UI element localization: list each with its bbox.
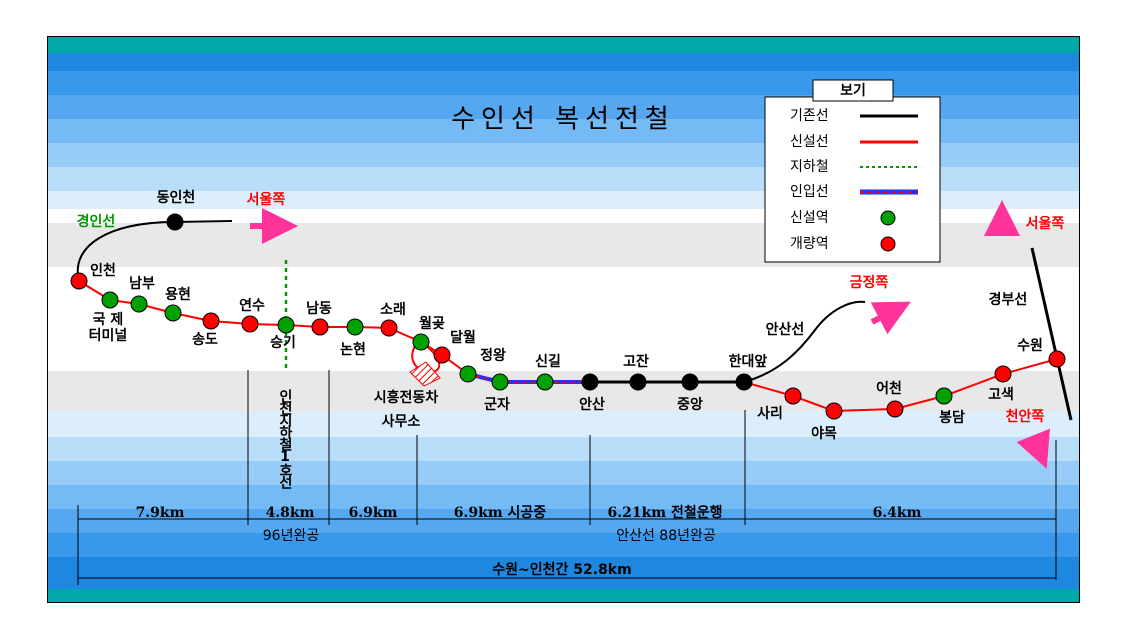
station	[581, 373, 599, 391]
legend-label: 개량역	[790, 236, 829, 252]
arrow	[870, 301, 911, 335]
station-label: 송도	[192, 332, 218, 348]
section-note: 96년완공	[263, 528, 320, 544]
gyeongbu-line	[1030, 247, 1073, 421]
station	[241, 315, 259, 333]
legend-label: 지하철	[790, 159, 829, 175]
station	[164, 304, 182, 322]
arrow	[1016, 428, 1051, 469]
legend-label: 기존선	[790, 108, 829, 124]
station-label: 어천	[876, 380, 902, 397]
station	[1048, 350, 1066, 368]
line-label: 서울쪽	[1026, 215, 1065, 232]
section-length: 6.4km	[873, 505, 922, 521]
legend-label: 인입선	[790, 184, 829, 200]
title: 수인선 복선전철	[451, 105, 675, 135]
station-label: 안산	[579, 396, 605, 413]
section-length: 7.9km	[136, 505, 185, 521]
station-label: 동인천	[157, 189, 196, 206]
depot	[409, 361, 441, 387]
station-label: 군자	[484, 397, 510, 413]
track	[78, 280, 469, 375]
station	[202, 312, 220, 330]
station-label: 고잔	[623, 353, 649, 370]
station-label: 터미널	[89, 328, 128, 344]
subway-label: 인천지하철1호선	[277, 388, 293, 490]
line-label: 경인선	[77, 213, 116, 230]
station-label: 야목	[811, 425, 837, 442]
station	[433, 346, 451, 364]
station	[130, 295, 148, 313]
station-label: 정왕	[480, 347, 506, 364]
legend-station	[880, 210, 896, 226]
rulers	[77, 370, 1057, 585]
station	[459, 365, 477, 383]
legend-label: 신설역	[790, 210, 829, 226]
legend-label: 신설선	[790, 134, 829, 150]
station-label: 고색	[988, 387, 1014, 403]
station	[935, 387, 953, 405]
station	[784, 387, 802, 405]
station-label: 월곶	[419, 315, 445, 332]
station	[629, 373, 647, 391]
station-label: 논현	[340, 342, 366, 358]
station-label: 사리	[757, 406, 783, 422]
track	[467, 373, 590, 383]
station	[886, 400, 904, 418]
station-label: 남부	[129, 275, 155, 292]
legend-station	[880, 236, 896, 252]
station	[166, 213, 184, 231]
depot-label: 시흥전동차	[374, 389, 439, 406]
station-label: 한대앞	[729, 354, 768, 370]
legend-title-box	[812, 79, 894, 102]
legend-box	[764, 96, 941, 263]
line-label: 경부선	[989, 291, 1028, 308]
station	[536, 373, 554, 391]
gyeongin-line	[76, 220, 233, 282]
station	[681, 373, 699, 391]
depot-label: 사무소	[382, 414, 421, 430]
station-label: 신길	[535, 354, 561, 370]
section-length: 6.9km	[349, 505, 398, 521]
section-note: 안산선 88년완공	[616, 528, 716, 544]
station-label: 용현	[165, 287, 191, 303]
station-label: 인천	[90, 262, 116, 279]
station	[101, 291, 119, 309]
station-label: 연수	[239, 298, 265, 314]
station-label: 승기	[270, 335, 296, 351]
ansan-line	[743, 300, 866, 383]
station	[825, 402, 843, 420]
station-label: 중앙	[677, 396, 703, 413]
station	[380, 319, 398, 337]
station-label: 국 제	[93, 312, 124, 328]
section-length: 6.9km 시공중	[454, 505, 547, 521]
total-label: 수원~인천간 52.8km	[492, 561, 631, 578]
line-label: 금정쪽	[850, 274, 889, 291]
station-label: 남동	[306, 300, 332, 317]
station-label: 달월	[450, 329, 476, 346]
station	[735, 373, 753, 391]
station	[491, 373, 509, 391]
station	[346, 318, 364, 336]
line-label: 안산선	[766, 321, 805, 338]
station	[277, 316, 295, 334]
station	[70, 272, 88, 290]
station-label: 소래	[380, 302, 406, 318]
line-label: 천안쪽	[1006, 408, 1045, 425]
station-label: 봉담	[939, 409, 965, 426]
station	[311, 318, 329, 336]
legend-title: 보기	[840, 83, 866, 99]
section-length: 4.8km	[266, 505, 315, 521]
station	[994, 365, 1012, 383]
station-label: 수원	[1017, 338, 1043, 354]
section-length: 6.21km 전철운행	[607, 504, 722, 521]
station	[412, 333, 430, 351]
line-label: 서울쪽	[247, 191, 286, 208]
